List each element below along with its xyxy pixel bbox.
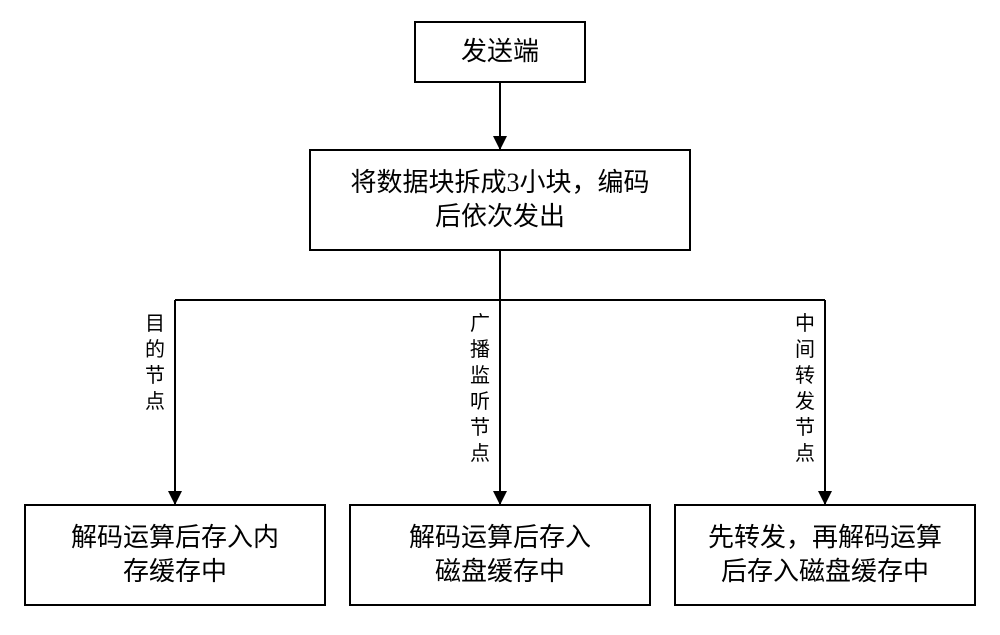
edge-label-char: 间 — [795, 338, 815, 361]
flow-node-n2: 解码运算后存入内存缓存中 — [25, 505, 325, 605]
edge-label-char: 监 — [470, 364, 490, 387]
edge-label-0: 目的节点 — [145, 313, 165, 413]
edge-label-char: 发 — [795, 390, 815, 413]
edge-label-char: 播 — [470, 338, 490, 361]
node-text: 将数据块拆成3小块，编码 — [350, 168, 649, 197]
edge-label-char: 节 — [145, 364, 165, 387]
edge-label-char: 点 — [145, 390, 165, 413]
edge-label-char: 节 — [795, 416, 815, 439]
edge-label-2: 中间转发节点 — [795, 312, 815, 465]
node-text: 先转发，再解码运算 — [708, 523, 942, 552]
edge-label-char: 的 — [145, 338, 165, 361]
edge-label-char: 目 — [145, 313, 165, 335]
edge-label-char: 节 — [470, 416, 490, 439]
node-text: 后依次发出 — [435, 202, 565, 231]
edge-label-char: 听 — [470, 390, 490, 413]
node-text: 磁盘缓存中 — [435, 557, 565, 586]
flow-node-n0: 发送端 — [415, 22, 585, 82]
edge-label-char: 点 — [470, 442, 490, 465]
flow-node-n1: 将数据块拆成3小块，编码后依次发出 — [310, 150, 690, 250]
node-text: 解码运算后存入 — [409, 523, 591, 552]
node-text: 发送端 — [461, 37, 539, 66]
edge-label-char: 广 — [470, 312, 490, 335]
flow-node-n3: 解码运算后存入磁盘缓存中 — [350, 505, 650, 605]
node-text: 后存入磁盘缓存中 — [721, 557, 929, 586]
edge-label-char: 中 — [795, 312, 815, 335]
edge-label-1: 广播监听节点 — [470, 312, 490, 465]
edge-label-char: 转 — [795, 364, 815, 387]
edge-label-char: 点 — [795, 442, 815, 465]
node-text: 解码运算后存入内 — [71, 523, 279, 552]
node-text: 存缓存中 — [123, 557, 227, 586]
flow-node-n4: 先转发，再解码运算后存入磁盘缓存中 — [675, 505, 975, 605]
